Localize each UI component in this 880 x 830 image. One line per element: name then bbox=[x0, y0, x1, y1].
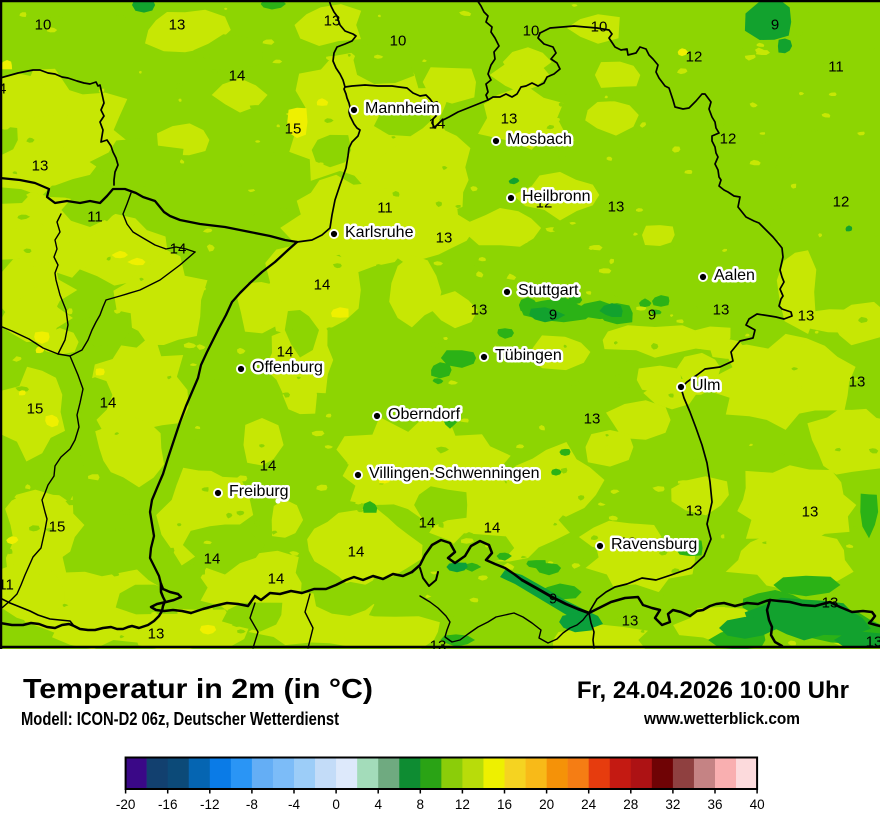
svg-text:Ulm: Ulm bbox=[692, 377, 720, 394]
svg-text:-12: -12 bbox=[200, 797, 220, 812]
svg-text:13: 13 bbox=[471, 302, 488, 319]
svg-text:13: 13 bbox=[622, 613, 639, 630]
svg-text:13: 13 bbox=[713, 302, 730, 319]
svg-text:9: 9 bbox=[771, 17, 779, 34]
svg-text:Offenburg: Offenburg bbox=[252, 359, 323, 376]
svg-text:13: 13 bbox=[608, 199, 625, 216]
svg-text:9: 9 bbox=[549, 307, 557, 324]
svg-text:13: 13 bbox=[822, 595, 839, 612]
svg-text:11: 11 bbox=[0, 577, 14, 594]
svg-text:14: 14 bbox=[348, 544, 365, 561]
svg-text:14: 14 bbox=[429, 116, 446, 133]
svg-text:14: 14 bbox=[204, 551, 221, 568]
svg-text:14: 14 bbox=[268, 571, 285, 588]
svg-text:13: 13 bbox=[802, 504, 819, 521]
svg-text:Heilbronn: Heilbronn bbox=[522, 188, 590, 205]
svg-text:20: 20 bbox=[539, 797, 554, 812]
svg-text:-4: -4 bbox=[288, 797, 300, 812]
svg-text:12: 12 bbox=[720, 131, 737, 148]
svg-text:13: 13 bbox=[866, 634, 880, 651]
svg-text:13: 13 bbox=[436, 230, 453, 247]
svg-text:10: 10 bbox=[591, 19, 608, 36]
svg-text:13: 13 bbox=[849, 374, 866, 391]
svg-text:0: 0 bbox=[332, 797, 340, 812]
svg-text:13: 13 bbox=[584, 411, 601, 428]
svg-text:14: 14 bbox=[314, 277, 331, 294]
svg-text:14: 14 bbox=[229, 68, 246, 85]
svg-text:-16: -16 bbox=[158, 797, 178, 812]
svg-text:12: 12 bbox=[833, 194, 850, 211]
svg-text:9: 9 bbox=[648, 307, 656, 324]
svg-text:12: 12 bbox=[686, 49, 703, 66]
svg-text:11: 11 bbox=[828, 59, 844, 76]
svg-text:11: 11 bbox=[87, 209, 103, 226]
svg-text:16: 16 bbox=[497, 797, 512, 812]
svg-text:12: 12 bbox=[455, 797, 470, 812]
svg-text:Mannheim: Mannheim bbox=[365, 100, 440, 117]
svg-text:Tübingen: Tübingen bbox=[495, 347, 562, 364]
svg-text:28: 28 bbox=[623, 797, 638, 812]
svg-text:10: 10 bbox=[523, 23, 540, 40]
svg-text:14: 14 bbox=[484, 520, 501, 537]
svg-text:Karlsruhe: Karlsruhe bbox=[345, 224, 414, 241]
svg-text:40: 40 bbox=[750, 797, 765, 812]
svg-text:11: 11 bbox=[377, 200, 393, 217]
svg-text:24: 24 bbox=[581, 797, 597, 812]
svg-text:13: 13 bbox=[620, 535, 637, 552]
svg-text:Modell: ICON-D2 06z, Deutscher: Modell: ICON-D2 06z, Deutscher Wetterdie… bbox=[21, 709, 339, 729]
svg-text:Aalen: Aalen bbox=[714, 267, 755, 284]
svg-text:Temperatur in 2m (in °C): Temperatur in 2m (in °C) bbox=[23, 673, 373, 704]
svg-text:14: 14 bbox=[277, 344, 294, 361]
svg-text:36: 36 bbox=[707, 797, 722, 812]
svg-text:13: 13 bbox=[686, 503, 703, 520]
svg-text:10: 10 bbox=[35, 17, 52, 34]
svg-text:13: 13 bbox=[148, 626, 165, 643]
svg-text:9: 9 bbox=[549, 591, 557, 608]
svg-text:Freiburg: Freiburg bbox=[229, 483, 289, 500]
svg-text:15: 15 bbox=[285, 121, 302, 138]
svg-text:www.wetterblick.com: www.wetterblick.com bbox=[643, 710, 800, 728]
svg-text:15: 15 bbox=[27, 401, 44, 418]
svg-text:Oberndorf: Oberndorf bbox=[388, 406, 461, 423]
svg-text:13: 13 bbox=[169, 17, 186, 34]
svg-text:12: 12 bbox=[536, 195, 553, 212]
svg-text:14: 14 bbox=[100, 395, 117, 412]
svg-text:32: 32 bbox=[665, 797, 680, 812]
svg-text:14: 14 bbox=[419, 515, 436, 532]
svg-text:8: 8 bbox=[417, 797, 425, 812]
svg-text:-20: -20 bbox=[116, 797, 136, 812]
svg-text:Fr, 24.04.2026 10:00 Uhr: Fr, 24.04.2026 10:00 Uhr bbox=[577, 677, 849, 704]
svg-text:13: 13 bbox=[32, 158, 49, 175]
svg-text:13: 13 bbox=[324, 13, 341, 30]
svg-text:14: 14 bbox=[260, 458, 277, 475]
svg-text:Ravensburg: Ravensburg bbox=[611, 536, 697, 553]
svg-text:14: 14 bbox=[0, 81, 6, 98]
svg-text:Villingen-Schwenningen: Villingen-Schwenningen bbox=[369, 465, 540, 482]
svg-text:-8: -8 bbox=[246, 797, 258, 812]
svg-text:15: 15 bbox=[49, 519, 66, 536]
svg-text:14: 14 bbox=[170, 241, 187, 258]
svg-text:10: 10 bbox=[390, 33, 407, 50]
svg-text:4: 4 bbox=[374, 797, 382, 812]
svg-text:13: 13 bbox=[501, 111, 518, 128]
svg-text:Stuttgart: Stuttgart bbox=[518, 282, 579, 299]
svg-text:Mosbach: Mosbach bbox=[507, 131, 572, 148]
svg-text:13: 13 bbox=[798, 308, 815, 325]
